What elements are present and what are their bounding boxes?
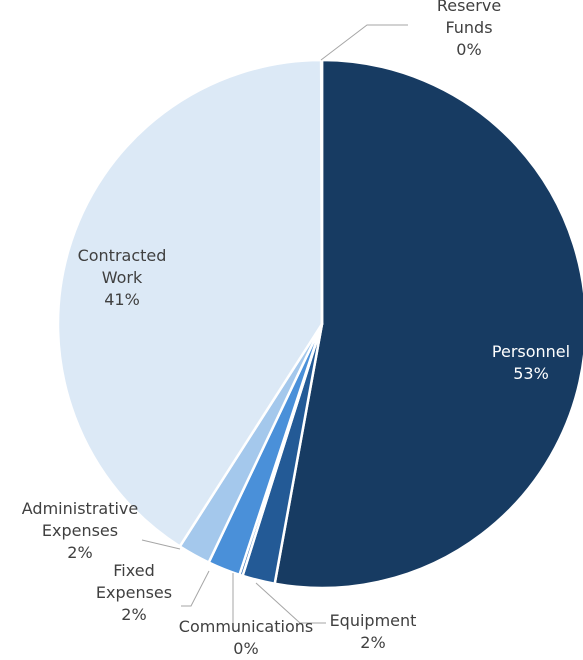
pie-slice-contracted-work xyxy=(56,58,324,548)
leader-lines xyxy=(141,24,408,626)
slice-label-personnel: Personnel 53% xyxy=(492,342,570,383)
leader-line-equipment xyxy=(255,582,326,624)
slice-name: Funds xyxy=(445,18,492,37)
slice-percent: 53% xyxy=(513,364,549,383)
slice-name: Administrative xyxy=(22,499,138,518)
slice-name: Expenses xyxy=(42,521,118,540)
slice-name: Fixed xyxy=(113,561,154,580)
slice-percent: 2% xyxy=(121,605,146,624)
slice-label-equipment: Equipment 2% xyxy=(330,611,417,652)
slice-label-communications: Communications 0% xyxy=(179,617,313,658)
pie-slice-personnel xyxy=(273,58,583,590)
slice-name: Reserve xyxy=(437,0,501,15)
slice-name: Equipment xyxy=(330,611,417,630)
slice-name: Expenses xyxy=(96,583,172,602)
leader-line-reserve-funds xyxy=(320,24,408,61)
slice-name: Communications xyxy=(179,617,313,636)
slice-label-reserve-funds: Reserve Funds 0% xyxy=(437,0,501,59)
slice-label-administrative-expenses: Administrative Expenses 2% xyxy=(22,499,138,562)
slice-name: Work xyxy=(102,268,143,287)
leader-line-fixed-expenses xyxy=(181,570,210,607)
slice-name: Personnel xyxy=(492,342,570,361)
slice-name: Contracted xyxy=(78,246,167,265)
slice-percent: 0% xyxy=(456,40,481,59)
pie-slice-reserve-funds xyxy=(319,58,324,326)
slice-percent: 2% xyxy=(360,633,385,652)
slice-percent: 41% xyxy=(104,290,140,309)
slice-label-contracted-work: Contracted Work 41% xyxy=(78,246,167,309)
leader-line-administrative-expenses xyxy=(141,539,181,550)
pie-slices xyxy=(56,58,583,590)
slice-percent: 2% xyxy=(67,543,92,562)
slice-percent: 0% xyxy=(233,639,258,658)
slice-label-fixed-expenses: Fixed Expenses 2% xyxy=(96,561,172,624)
slice-labels: Personnel 53% Equipment 2% Communications 0% F… xyxy=(22,0,570,658)
